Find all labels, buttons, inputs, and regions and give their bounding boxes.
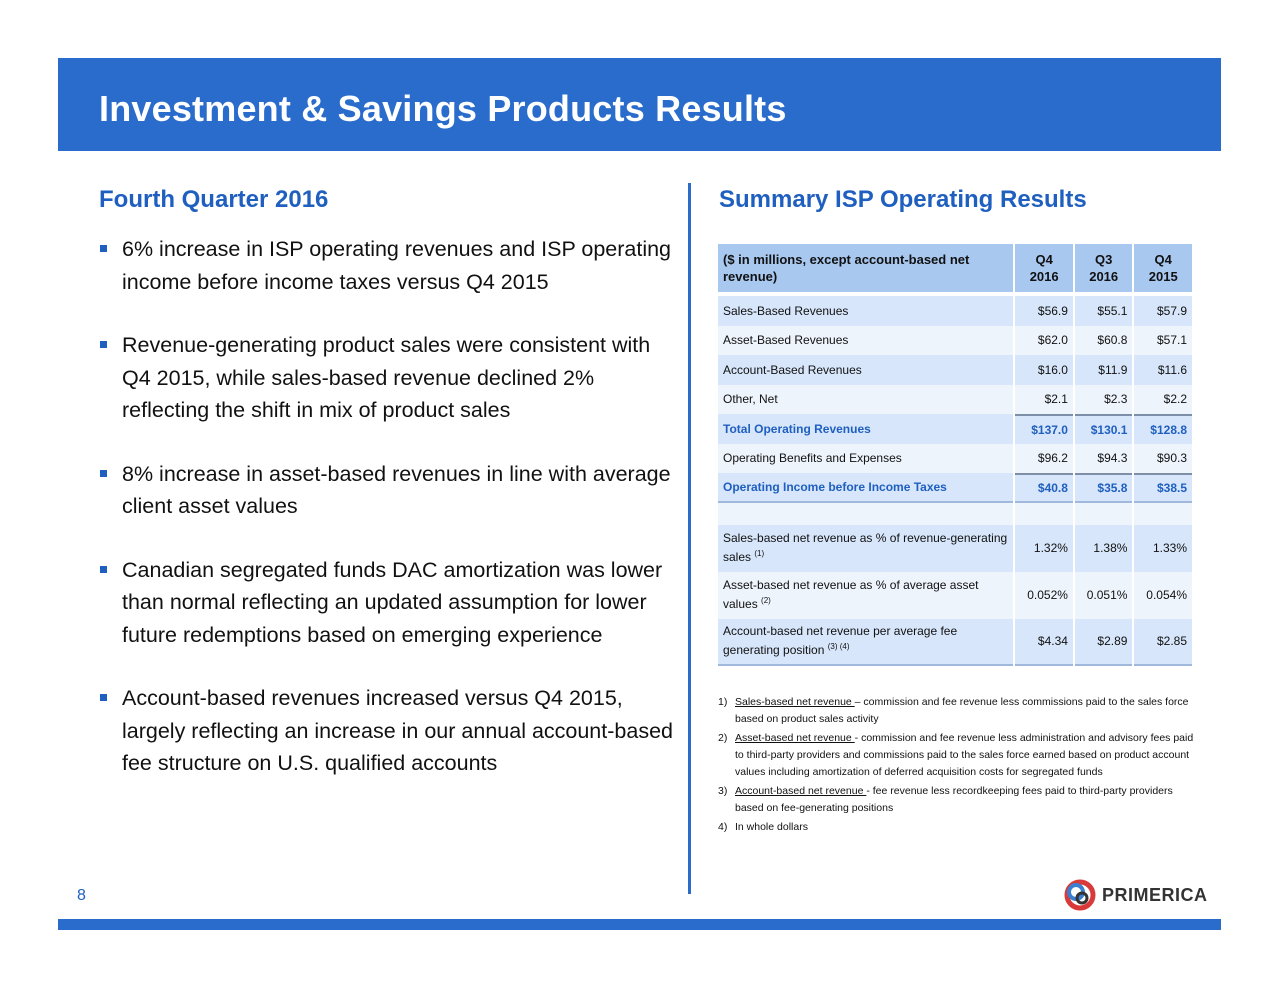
table-cell: $96.2 [1015, 443, 1073, 473]
table-cell: $62.0 [1015, 325, 1073, 355]
table-cell: $60.8 [1074, 325, 1133, 355]
right-heading: Summary ISP Operating Results [719, 186, 1087, 213]
table-cell: $4.34 [1015, 618, 1073, 666]
bullet-item: 6% increase in ISP operating revenues an… [100, 233, 680, 298]
table-row: Asset-Based Revenues $62.0 $60.8 $57.1 [718, 325, 1192, 355]
results-table: ($ in millions, except account-based net… [716, 244, 1194, 666]
table-cell: $128.8 [1134, 414, 1192, 444]
footnote: 2) Asset-based net revenue - commission a… [718, 732, 1194, 778]
bullet-item: Canadian segregated funds DAC amortizati… [100, 554, 680, 652]
table-row: Account-based net revenue per average fe… [718, 618, 1192, 666]
blank-row [718, 502, 1192, 525]
table-row: Asset-based net revenue as % of average … [718, 571, 1192, 619]
table-header-cell: Q3 2016 [1074, 244, 1133, 292]
table-row: Other, Net $2.1 $2.3 $2.2 [718, 384, 1192, 414]
table-cell: 1.32% [1015, 524, 1073, 572]
table-cell: $35.8 [1074, 473, 1133, 503]
table-cell: $2.85 [1134, 618, 1192, 666]
bottom-bar [58, 919, 1221, 930]
table-cell: $16.0 [1015, 355, 1073, 385]
bullet-square-icon [100, 469, 107, 477]
column-divider [688, 183, 691, 894]
row-label: Sales-based net revenue as % of revenue-… [718, 524, 1014, 572]
bullet-list: 6% increase in ISP operating revenues an… [100, 233, 680, 811]
table-cell: 1.33% [1134, 524, 1192, 572]
table-header-cell: Q4 2016 [1015, 244, 1073, 292]
page-number: 8 [77, 887, 86, 904]
table-cell: $11.9 [1074, 355, 1133, 385]
table-cell: $2.1 [1015, 384, 1073, 414]
table-cell: $40.8 [1015, 473, 1073, 503]
table-row: Operating Benefits and Expenses $96.2 $94.… [718, 443, 1192, 473]
bullet-square-icon [100, 245, 107, 252]
table-cell: $2.89 [1074, 618, 1133, 666]
table-header-row: ($ in millions, except account-based net… [718, 244, 1192, 292]
table-cell: $130.1 [1074, 414, 1133, 444]
table-row: Sales-based net revenue as % of revenue-… [718, 524, 1192, 572]
table-cell: $57.9 [1134, 296, 1192, 326]
table-cell: 1.38% [1074, 524, 1133, 572]
row-label: Operating Benefits and Expenses [718, 443, 1014, 473]
table-header-cell: ($ in millions, except account-based net… [718, 244, 1014, 292]
title-banner: Investment & Savings Products Results [58, 58, 1221, 151]
row-label: Account-based net revenue per average fe… [718, 618, 1014, 666]
left-heading: Fourth Quarter 2016 [99, 186, 329, 213]
table-cell: $56.9 [1015, 296, 1073, 326]
footnote: 4) In whole dollars [718, 821, 808, 833]
row-label: Other, Net [718, 384, 1014, 414]
table-cell: $2.3 [1074, 384, 1133, 414]
table-cell: 0.051% [1074, 571, 1133, 619]
table-cell: $55.1 [1074, 296, 1133, 326]
bullet-item: 8% increase in asset-based revenues in l… [100, 458, 680, 523]
table-header-cell: Q4 2015 [1134, 244, 1192, 292]
footnote: 3) Account-based net revenue - fee revenu… [718, 785, 1173, 814]
table-cell: 0.052% [1015, 571, 1073, 619]
table-cell: $90.3 [1134, 443, 1192, 473]
table-cell: $137.0 [1015, 414, 1073, 444]
footnote: 1) Sales-based net revenue – commission a… [718, 696, 1189, 725]
bullet-square-icon [100, 565, 107, 573]
table-row: Account-Based Revenues $16.0 $11.9 $11.6 [718, 355, 1192, 385]
row-label: Asset-Based Revenues [718, 325, 1014, 355]
row-label: Total Operating Revenues [718, 414, 1014, 444]
table-cell: $2.2 [1134, 384, 1192, 414]
table-cell: $11.6 [1134, 355, 1192, 385]
row-label: Operating Income before Income Taxes [718, 473, 1014, 503]
table-cell: 0.054% [1134, 571, 1192, 619]
row-label: Asset-based net revenue as % of average … [718, 571, 1014, 619]
bullet-square-icon [100, 694, 107, 701]
table-row: Total Operating Revenues $137.0 $130.1 $128… [718, 414, 1192, 444]
table-row: Operating Income before Income Taxes $40.… [718, 473, 1192, 503]
bullet-square-icon [100, 341, 107, 348]
footnotes: 1) Sales-based net revenue – commission a… [718, 694, 1198, 838]
bullet-item: Account-based revenues increased versus … [100, 682, 680, 780]
table-cell: $57.1 [1134, 325, 1192, 355]
row-label: Sales-Based Revenues [718, 296, 1014, 326]
bullet-item: Revenue-generating product sales were co… [100, 329, 680, 427]
table-row: Sales-Based Revenues $56.9 $55.1 $57.9 [718, 296, 1192, 326]
page-title: Investment & Savings Products Results [99, 88, 787, 129]
table-cell: $38.5 [1134, 473, 1192, 503]
row-label: Account-Based Revenues [718, 355, 1014, 385]
primerica-logo: PRIMERICA [1064, 879, 1208, 911]
primerica-logo-icon [1064, 879, 1096, 911]
table-cell: $94.3 [1074, 443, 1133, 473]
